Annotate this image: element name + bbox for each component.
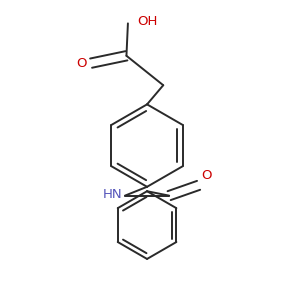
Text: OH: OH	[137, 15, 157, 28]
Text: O: O	[202, 169, 212, 182]
Text: HN: HN	[102, 188, 122, 201]
Text: O: O	[76, 57, 87, 70]
